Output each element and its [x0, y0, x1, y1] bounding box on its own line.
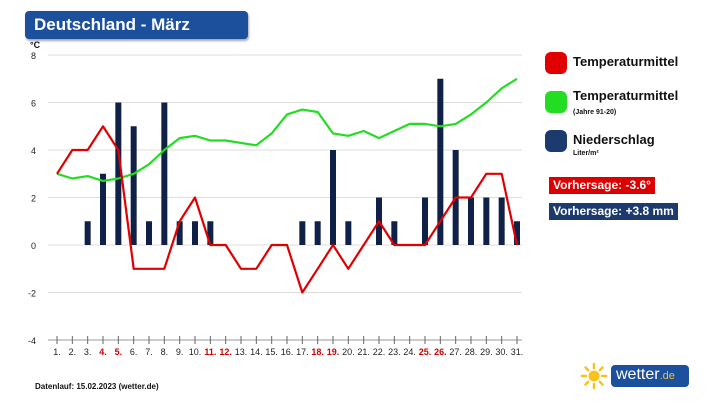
precip-bar [483, 197, 490, 245]
title-box: Deutschland - März [25, 11, 248, 39]
x-tick-label: 7. [145, 347, 153, 357]
x-tick-label: 11. [204, 347, 216, 357]
x-tick-label: 31. [511, 347, 524, 357]
legend-swatch-temp-normal [545, 91, 567, 113]
x-tick-label: 21. [357, 347, 370, 357]
precip-bar [130, 126, 137, 245]
precip-bar [314, 221, 321, 245]
brand-badge: wetter.de [611, 365, 689, 387]
x-tick-label: 1. [53, 347, 61, 357]
temp-line [56, 125, 519, 294]
temp-normal-line [56, 77, 518, 182]
precip-bar [498, 197, 505, 245]
y-tick-label: 6 [31, 99, 36, 109]
x-tick-label: 18. [311, 347, 324, 357]
x-tick-label: 24. [403, 347, 416, 357]
x-tick-label: 4. [99, 347, 107, 357]
precip-bar [115, 102, 122, 245]
x-tick-label: 14. [250, 347, 263, 357]
x-tick-label: 25. [419, 347, 432, 357]
x-tick-label: 6. [130, 347, 138, 357]
precip-bar [330, 150, 336, 245]
y-tick-label: -2 [28, 289, 36, 299]
y-tick-label: -4 [28, 336, 36, 346]
x-tick-label: 15. [265, 347, 278, 357]
precip-bar [422, 197, 428, 245]
x-tick-label: 10. [189, 347, 202, 357]
y-tick-label: 4 [31, 146, 36, 156]
x-tick-label: 28. [465, 347, 478, 357]
precip-bar [146, 221, 152, 245]
chart-title: Deutschland - März [34, 15, 190, 34]
x-tick-label: 30. [495, 347, 508, 357]
x-tick-label: 20. [342, 347, 355, 357]
precip-bar [514, 221, 520, 245]
forecast-temp: Vorhersage: -3.6° [549, 177, 655, 194]
y-tick-label: 8 [31, 51, 36, 61]
precip-bar [84, 221, 91, 245]
x-tick-label: 12. [219, 347, 232, 357]
precip-bar [299, 221, 306, 245]
x-tick-label: 3. [84, 347, 92, 357]
x-tick-label: 13. [235, 347, 248, 357]
x-tick-label: 27. [449, 347, 462, 357]
x-tick-label: 19. [327, 347, 340, 357]
legend-sublabel-precip: Liter/m² [573, 150, 599, 157]
x-tick-label: 26. [434, 347, 447, 357]
y-tick-label: 0 [31, 241, 36, 251]
precip-bar [207, 221, 214, 245]
y-axis-unit: °C [30, 40, 41, 50]
x-tick-label: 17. [296, 347, 309, 357]
x-tick-label: 8. [161, 347, 169, 357]
legend-sublabel-temp-normal: (Jahre 91-20) [573, 109, 617, 116]
y-tick-label: 2 [31, 194, 36, 204]
sun-icon [580, 362, 608, 390]
legend-swatch-temp [545, 52, 567, 74]
precip-bar [468, 197, 474, 245]
legend-swatch-precip [545, 130, 567, 152]
precip-bar [161, 102, 168, 245]
x-tick-label: 22. [373, 347, 386, 357]
precip-bar [100, 173, 106, 245]
x-tick-label: 2. [69, 347, 77, 357]
precip-bar [391, 221, 398, 245]
legend-label-temp: Temperaturmittel [573, 54, 679, 69]
x-tick-label: 29. [480, 347, 493, 357]
brand-name: wetter.de [616, 366, 675, 383]
x-tick-label: 23. [388, 347, 401, 357]
wetter-logo: wetter.de [579, 362, 691, 390]
x-tick-label: 9. [176, 347, 184, 357]
x-tick-label: 16. [281, 347, 294, 357]
data-run-footer: Datenlauf: 15.02.2023 (wetter.de) [35, 382, 159, 391]
precip-bar [437, 78, 444, 245]
precip-bar [192, 221, 198, 245]
forecast-precip: Vorhersage: +3.8 mm [549, 203, 678, 220]
precip-bar [176, 221, 183, 245]
x-tick-label: 5. [115, 347, 123, 357]
legend-label-precip: Niederschlag [573, 132, 655, 147]
precip-bar [345, 221, 352, 245]
legend-label-temp-normal: Temperaturmittel [573, 88, 679, 103]
